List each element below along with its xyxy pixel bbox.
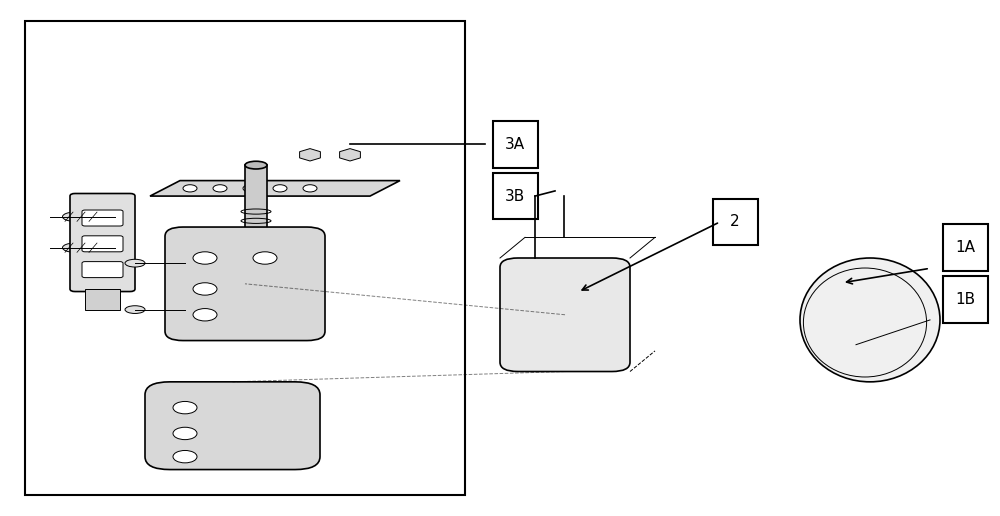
Bar	[492, 121, 538, 168]
FancyBboxPatch shape	[82, 236, 123, 252]
Bar	[245, 165, 267, 268]
Bar	[942, 224, 988, 271]
Circle shape	[273, 185, 287, 192]
Bar	[492, 173, 538, 219]
Circle shape	[173, 450, 197, 463]
Circle shape	[173, 427, 197, 440]
Circle shape	[173, 401, 197, 414]
Bar	[712, 199, 758, 245]
Text: 2: 2	[730, 214, 740, 230]
Circle shape	[193, 252, 217, 264]
Text: 1A: 1A	[955, 240, 975, 255]
Circle shape	[303, 185, 317, 192]
FancyBboxPatch shape	[165, 227, 325, 341]
FancyBboxPatch shape	[500, 258, 630, 372]
Ellipse shape	[125, 259, 145, 267]
Polygon shape	[150, 181, 400, 196]
Ellipse shape	[800, 258, 940, 382]
Ellipse shape	[125, 305, 145, 314]
FancyBboxPatch shape	[145, 382, 320, 470]
Ellipse shape	[62, 212, 88, 221]
Text: 3A: 3A	[505, 137, 525, 152]
Circle shape	[193, 309, 217, 321]
Ellipse shape	[62, 243, 88, 252]
FancyBboxPatch shape	[82, 210, 123, 226]
Bar	[942, 276, 988, 322]
Circle shape	[213, 185, 227, 192]
Circle shape	[193, 283, 217, 295]
Bar	[25, 21, 465, 495]
FancyBboxPatch shape	[82, 262, 123, 278]
Circle shape	[183, 185, 197, 192]
Ellipse shape	[245, 161, 267, 169]
Bar	[85, 289, 120, 310]
Text: 1B: 1B	[955, 292, 975, 307]
Circle shape	[243, 185, 257, 192]
FancyBboxPatch shape	[70, 194, 135, 292]
Text: 3B: 3B	[505, 188, 525, 204]
Circle shape	[253, 252, 277, 264]
